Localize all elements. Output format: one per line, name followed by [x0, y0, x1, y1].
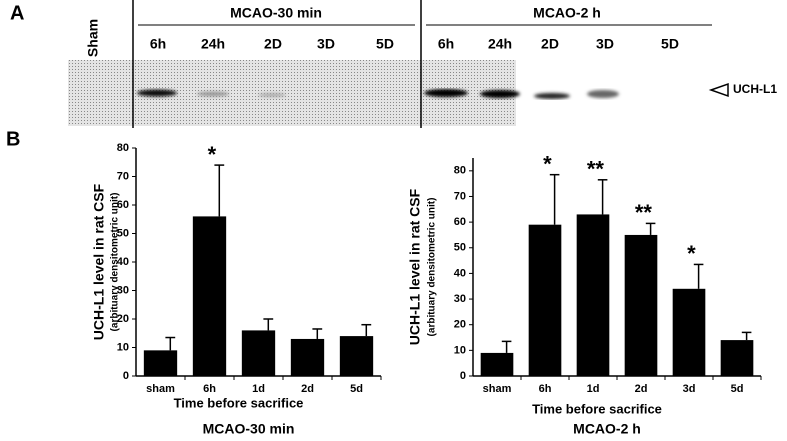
bar	[242, 330, 275, 376]
significance-mark: **	[635, 200, 653, 225]
lane-label: 5D	[661, 36, 679, 52]
x-tick-label: sham	[146, 383, 175, 395]
y-tick-label: 10	[454, 344, 466, 356]
chart-title: MCAO-30 min	[203, 421, 295, 436]
y-tick-label: 40	[454, 267, 466, 279]
x-tick-label: 1d	[252, 383, 265, 395]
bar	[291, 339, 324, 376]
x-tick-label: 1d	[587, 383, 600, 395]
lane-label: 5D	[376, 36, 394, 52]
x-tick-label: 3d	[683, 383, 696, 395]
bar	[481, 353, 514, 376]
bar	[625, 235, 658, 376]
x-tick-label: 2d	[301, 383, 314, 395]
x-tick-label: 6h	[539, 383, 552, 395]
x-axis-label: Time before sacrifice	[532, 401, 662, 416]
x-tick-label: sham	[483, 383, 512, 395]
y-tick-label: 20	[454, 319, 466, 331]
x-tick-label: 6h	[203, 383, 216, 395]
y-tick-label: 0	[123, 370, 129, 382]
lane-label: 2D	[541, 36, 559, 52]
lane-label: 24h	[201, 36, 225, 52]
y-tick-label: 70	[454, 190, 466, 202]
significance-mark: **	[587, 157, 605, 182]
y-tick-label: 60	[454, 216, 466, 228]
lane-label: 3D	[317, 36, 335, 52]
x-tick-label: 2d	[635, 383, 648, 395]
group-title: MCAO-2 h	[533, 5, 601, 21]
y-tick-label: 80	[454, 165, 466, 177]
lane-label: 6h	[150, 36, 166, 52]
lane-label: 6h	[438, 36, 454, 52]
y-tick-label: 70	[117, 170, 129, 182]
marker-label: UCH-L1	[733, 82, 777, 96]
bar	[144, 350, 177, 376]
bar	[577, 214, 610, 376]
y-axis-label: UCH-L1 level in rat CSF	[91, 183, 107, 340]
band-marker	[711, 84, 728, 96]
y-axis-sublabel: (arbituary densitometric unit)	[110, 193, 121, 332]
bar	[340, 336, 373, 376]
lane-label: 3D	[596, 36, 614, 52]
y-axis-sublabel: (arbituary densitometric unit)	[427, 198, 438, 337]
bar	[673, 289, 706, 376]
y-tick-label: 0	[460, 370, 466, 382]
chart-title: MCAO-2 h	[573, 421, 641, 436]
y-tick-label: 10	[117, 341, 129, 353]
panel-label: B	[6, 128, 20, 150]
lane-label: Sham	[85, 19, 101, 57]
significance-mark: *	[543, 151, 552, 176]
significance-mark: *	[687, 241, 696, 266]
x-tick-label: 5d	[731, 383, 744, 395]
y-tick-label: 30	[454, 293, 466, 305]
panel-label: A	[10, 2, 24, 24]
bar	[193, 216, 226, 376]
y-axis-label: UCH-L1 level in rat CSF	[407, 188, 423, 345]
group-title: MCAO-30 min	[230, 5, 322, 21]
x-axis-label: Time before sacrifice	[174, 395, 304, 410]
bar	[529, 225, 562, 376]
x-tick-label: 5d	[350, 383, 363, 395]
y-tick-label: 50	[454, 242, 466, 254]
lane-label: 2D	[264, 36, 282, 52]
significance-mark: *	[208, 142, 217, 167]
lane-label: 24h	[488, 36, 512, 52]
bar	[721, 340, 754, 376]
y-tick-label: 80	[117, 142, 129, 154]
